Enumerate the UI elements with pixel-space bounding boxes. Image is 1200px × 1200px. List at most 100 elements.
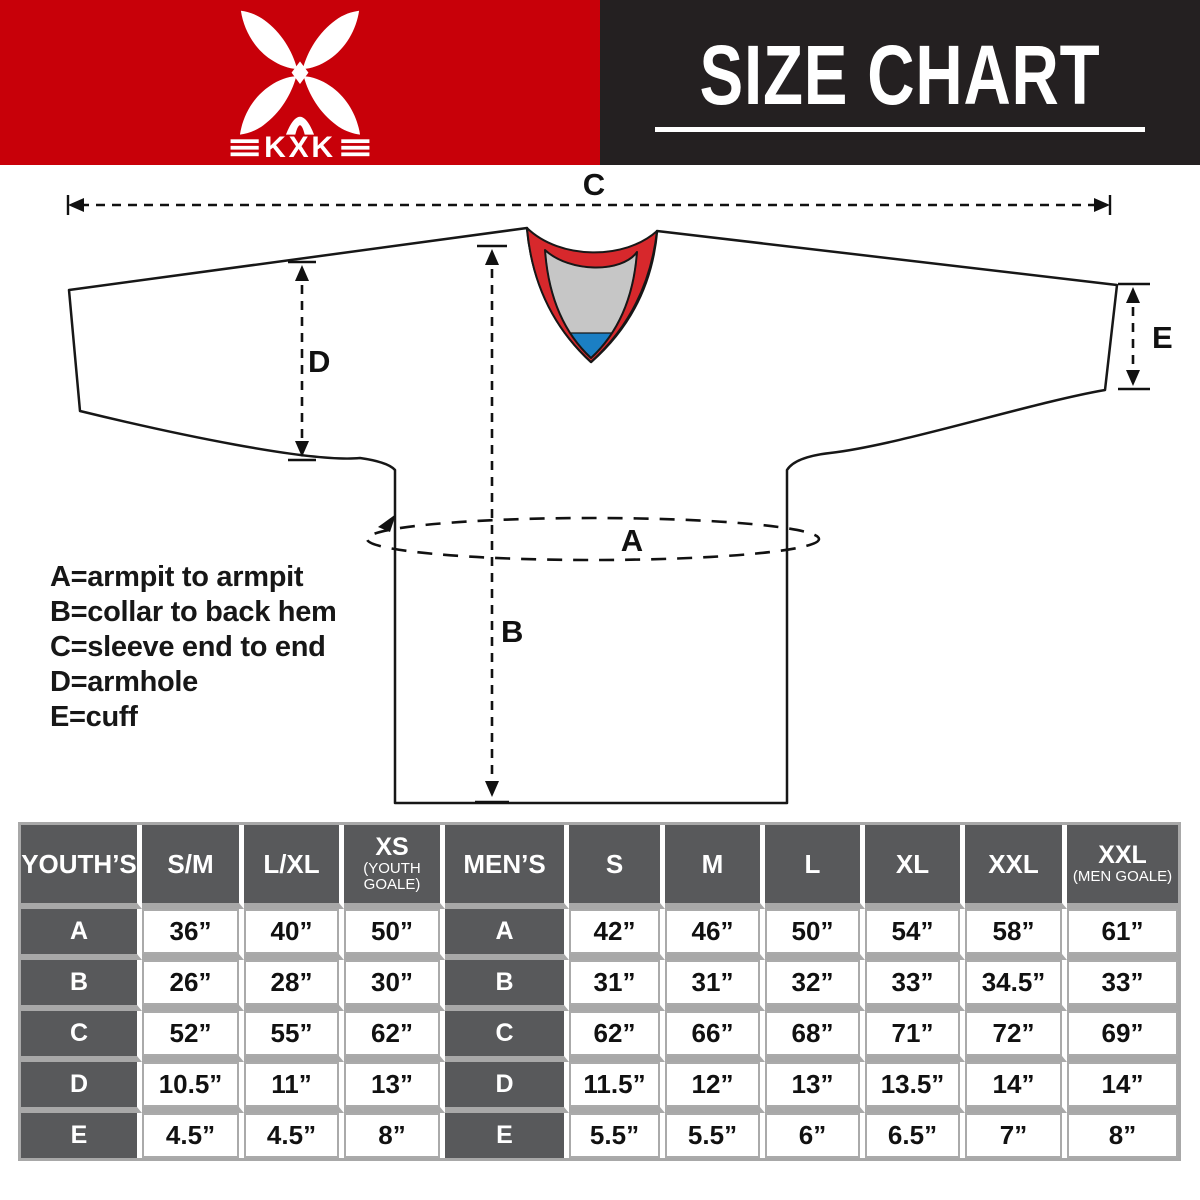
legend-line-e: E=cuff — [50, 701, 138, 733]
table-cell: 26” — [142, 960, 244, 1011]
col-header-lxl: L/XL — [244, 825, 344, 909]
table-cell: 50” — [344, 909, 445, 960]
table-cell: 8” — [344, 1113, 445, 1158]
row-label: B — [21, 960, 142, 1011]
col-header-xxl-men-goalie: XXL (MEN GOALE) — [1067, 825, 1178, 909]
table-cell: 42” — [569, 909, 665, 960]
table-cell: 30” — [344, 960, 445, 1011]
col-header-mens: MEN’S — [445, 825, 569, 909]
table-cell: 62” — [344, 1011, 445, 1062]
dim-arrow-d: D — [288, 260, 330, 462]
measurement-legend: A=armpit to armpit B=collar to back hem … — [50, 560, 337, 735]
table-header-row: YOUTH’S S/M L/XL XS (YOUTH GOALE) MEN’S … — [21, 825, 1178, 909]
kxk-x-mark — [239, 10, 361, 135]
label-d: D — [308, 344, 330, 379]
size-table: YOUTH’S S/M L/XL XS (YOUTH GOALE) MEN’S … — [18, 822, 1181, 1161]
table-cell: 13.5” — [865, 1062, 965, 1113]
table-cell: 32” — [765, 960, 865, 1011]
table-cell: 61” — [1067, 909, 1178, 960]
table-row-b: B 26” 28” 30” B 31” 31” 32” 33” 34.5” 33… — [21, 960, 1178, 1011]
table-cell: 14” — [1067, 1062, 1178, 1113]
table-cell: 11” — [244, 1062, 344, 1113]
table-cell: 68” — [765, 1011, 865, 1062]
header-banner: KXK SIZE CHART — [0, 0, 1200, 165]
col-header-xs-youth-goalie: XS (YOUTH GOALE) — [344, 825, 445, 909]
table-cell: 14” — [965, 1062, 1067, 1113]
table-cell: 31” — [569, 960, 665, 1011]
table-cell: 4.5” — [142, 1113, 244, 1158]
table-cell: 36” — [142, 909, 244, 960]
legend-line-b: B=collar to back hem — [50, 596, 337, 628]
table-cell: 11.5” — [569, 1062, 665, 1113]
table-cell: 58” — [965, 909, 1067, 960]
table-cell: 72” — [965, 1011, 1067, 1062]
table-cell: 28” — [244, 960, 344, 1011]
goalie-note: (YOUTH GOALE) — [363, 860, 421, 893]
table-cell: 6.5” — [865, 1113, 965, 1158]
table-cell: 33” — [1067, 960, 1178, 1011]
row-label: C — [445, 1011, 569, 1062]
table-cell: 5.5” — [569, 1113, 665, 1158]
table-cell: 5.5” — [665, 1113, 765, 1158]
col-header-xl: XL — [865, 825, 965, 909]
table-cell: 6” — [765, 1113, 865, 1158]
table-cell: 54” — [865, 909, 965, 960]
table-cell: 8” — [1067, 1113, 1178, 1158]
table-cell: 13” — [765, 1062, 865, 1113]
row-label: E — [21, 1113, 142, 1158]
table-row-a: A 36” 40” 50” A 42” 46” 50” 54” 58” 61” — [21, 909, 1178, 960]
table-cell: 34.5” — [965, 960, 1067, 1011]
legend-line-c: C=sleeve end to end — [50, 631, 326, 663]
table-cell: 40” — [244, 909, 344, 960]
label-a: A — [621, 523, 643, 558]
table-cell: 52” — [142, 1011, 244, 1062]
row-label: D — [445, 1062, 569, 1113]
row-label: B — [445, 960, 569, 1011]
row-label: E — [445, 1113, 569, 1158]
goalie-size: XS — [375, 833, 409, 861]
table-cell: 55” — [244, 1011, 344, 1062]
dim-ellipse-a: A — [365, 514, 821, 562]
row-label: A — [445, 909, 569, 960]
goalie-size: XXL — [1098, 841, 1147, 869]
logo-bars — [230, 138, 370, 156]
label-c: C — [583, 167, 605, 202]
kxk-logo: KXK — [230, 10, 370, 159]
dim-arrow-e: E — [1118, 282, 1173, 391]
goalie-note: (MEN GOALE) — [1072, 868, 1173, 885]
row-label: C — [21, 1011, 142, 1062]
col-header-sm: S/M — [142, 825, 244, 909]
table-cell: 62” — [569, 1011, 665, 1062]
table-row-c: C 52” 55” 62” C 62” 66” 68” 71” 72” 69” — [21, 1011, 1178, 1062]
brand-panel: KXK — [0, 0, 600, 165]
jersey-diagram: C D E B A — [66, 167, 1173, 805]
table-cell: 69” — [1067, 1011, 1178, 1062]
collar-band-red — [526, 227, 658, 363]
col-header-s: S — [569, 825, 665, 909]
title-underline — [655, 127, 1145, 132]
logo-wordmark: KXK — [264, 131, 336, 159]
col-header-m: M — [665, 825, 765, 909]
label-e: E — [1152, 320, 1173, 355]
dim-arrow-c: C — [66, 167, 1112, 215]
table-cell: 4.5” — [244, 1113, 344, 1158]
label-b: B — [501, 614, 523, 649]
table-cell: 31” — [665, 960, 765, 1011]
table-cell: 10.5” — [142, 1062, 244, 1113]
legend-line-d: D=armhole — [50, 666, 198, 698]
legend-line-a: A=armpit to armpit — [50, 561, 304, 593]
table-cell: 33” — [865, 960, 965, 1011]
page-title: SIZE CHART — [699, 28, 1101, 122]
table-cell: 50” — [765, 909, 865, 960]
collar — [526, 227, 658, 363]
col-header-youths: YOUTH’S — [21, 825, 142, 909]
title-panel: SIZE CHART — [600, 0, 1200, 165]
dim-arrow-b: B — [475, 244, 523, 804]
table-cell: 46” — [665, 909, 765, 960]
table-cell: 66” — [665, 1011, 765, 1062]
table-cell: 12” — [665, 1062, 765, 1113]
table-cell: 71” — [865, 1011, 965, 1062]
table-row-d: D 10.5” 11” 13” D 11.5” 12” 13” 13.5” 14… — [21, 1062, 1178, 1113]
row-label: D — [21, 1062, 142, 1113]
